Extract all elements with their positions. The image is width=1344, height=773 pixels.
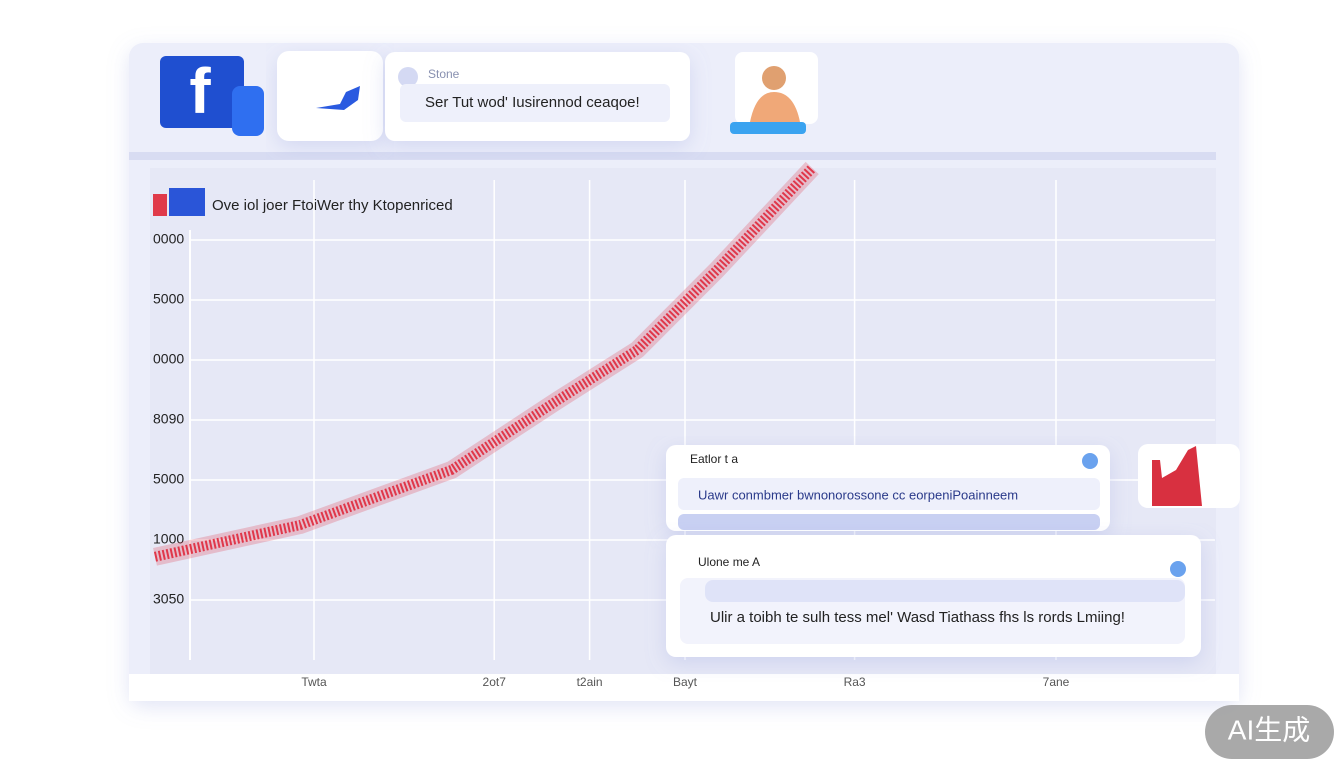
avatar-base bbox=[730, 122, 806, 134]
y-tick-label: 1000 bbox=[153, 531, 184, 547]
y-tick-label: 0000 bbox=[153, 351, 184, 367]
icon-tab bbox=[232, 86, 264, 136]
popup-text: Uawr conmbmer bwnonorossone cc eorpeniPo… bbox=[698, 487, 1018, 502]
chart-icon bbox=[153, 194, 167, 216]
y-tick-label: 5000 bbox=[153, 291, 184, 307]
y-tick-label: 3050 bbox=[153, 591, 184, 607]
popup-title: Eatlor t a bbox=[690, 452, 738, 466]
x-tick-label: Ra3 bbox=[844, 675, 866, 689]
y-tick-label: 5000 bbox=[153, 471, 184, 487]
popup-bar bbox=[678, 514, 1100, 530]
search-text: Ser Tut wod' Iusirennod ceaqoe! bbox=[425, 94, 640, 111]
divider bbox=[129, 152, 1216, 160]
chart-icon2 bbox=[169, 188, 205, 216]
chart: 0000 5000 0000 8090 5000 1000 3050 Twta 2ot7 t2ai… bbox=[153, 161, 1215, 689]
y-tick-label: 0000 bbox=[153, 231, 184, 247]
x-tick-label: 2ot7 bbox=[483, 675, 507, 689]
app-card[interactable] bbox=[277, 51, 383, 141]
data-line bbox=[153, 164, 816, 562]
ai-badge bbox=[1205, 705, 1334, 759]
chart-title: Ove iol joer FtoiWer thy Ktopenriced bbox=[212, 197, 453, 214]
app-icon bbox=[316, 86, 360, 110]
popup-title: Ulone me A bbox=[698, 555, 760, 569]
x-tick-label: 7ane bbox=[1043, 675, 1070, 689]
popup-icon bbox=[1170, 561, 1186, 577]
search-box[interactable] bbox=[400, 84, 670, 122]
popup-bar bbox=[705, 580, 1185, 602]
popup-icon bbox=[1082, 453, 1098, 469]
popup-field[interactable] bbox=[678, 478, 1100, 510]
red-icon bbox=[1152, 446, 1202, 506]
avatar-body bbox=[750, 92, 800, 122]
popup-text: Ulir a toibh te sulh tess mel' Wasd Tiat… bbox=[710, 609, 1125, 626]
logo: f bbox=[189, 55, 211, 127]
x-tick-label: Twta bbox=[301, 675, 327, 689]
facebook-icon[interactable] bbox=[160, 56, 244, 128]
search-avatar bbox=[398, 67, 418, 87]
x-tick-label: Bayt bbox=[673, 675, 698, 689]
ai-badge-text: AI生成 bbox=[1228, 714, 1310, 745]
x-axis-bar bbox=[129, 674, 1239, 701]
avatar-head bbox=[762, 66, 786, 90]
x-tick-label: t2ain bbox=[577, 675, 603, 689]
y-tick-label: 8090 bbox=[153, 411, 184, 427]
search-label: Stone bbox=[428, 67, 460, 81]
